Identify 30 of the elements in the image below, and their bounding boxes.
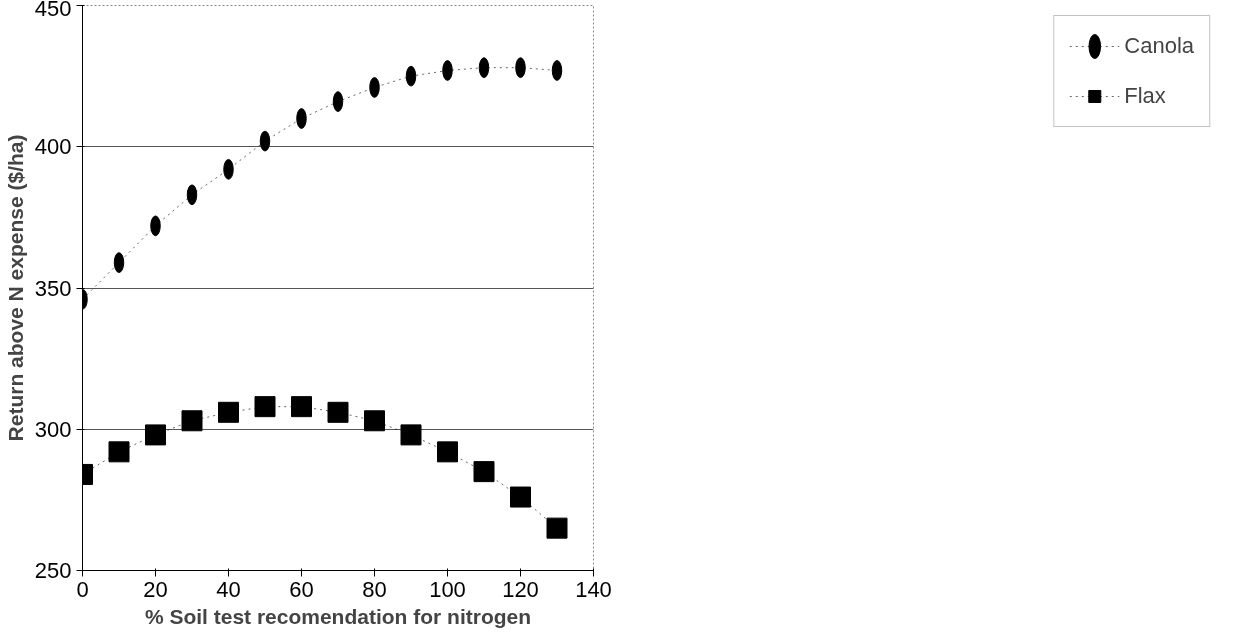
x-tick-label: 0	[76, 576, 89, 602]
x-tick-label: 60	[289, 576, 314, 602]
point	[510, 486, 531, 508]
point	[473, 461, 495, 483]
y-axis-title: Return above N expense ($/ha)	[3, 134, 27, 442]
x-axis-title: % Soil test recomendation for nitrogen	[144, 604, 532, 628]
point	[437, 441, 458, 463]
point	[181, 410, 203, 432]
legend-label: Canola	[1124, 33, 1194, 59]
x-tick-label: 100	[429, 576, 466, 602]
point	[327, 401, 349, 423]
x-tick-label: 120	[502, 576, 539, 602]
point	[546, 517, 568, 539]
x-tick-label: 80	[362, 576, 387, 602]
x-tick-label: 140	[575, 576, 612, 602]
point	[400, 424, 422, 446]
point	[254, 396, 276, 418]
x-tick-label: 20	[143, 576, 168, 602]
y-tick-label: 300	[34, 416, 72, 442]
point	[364, 410, 385, 432]
y-tick-label: 450	[34, 0, 72, 21]
x-tick-label: 40	[216, 576, 241, 602]
point	[108, 441, 130, 463]
legend-label: Flax	[1124, 83, 1166, 109]
y-tick-label: 350	[34, 275, 72, 301]
y-tick-label: 400	[34, 134, 72, 160]
point	[145, 424, 166, 446]
y-tick-label: 250	[34, 558, 72, 583]
point	[218, 401, 239, 423]
point	[291, 396, 312, 418]
